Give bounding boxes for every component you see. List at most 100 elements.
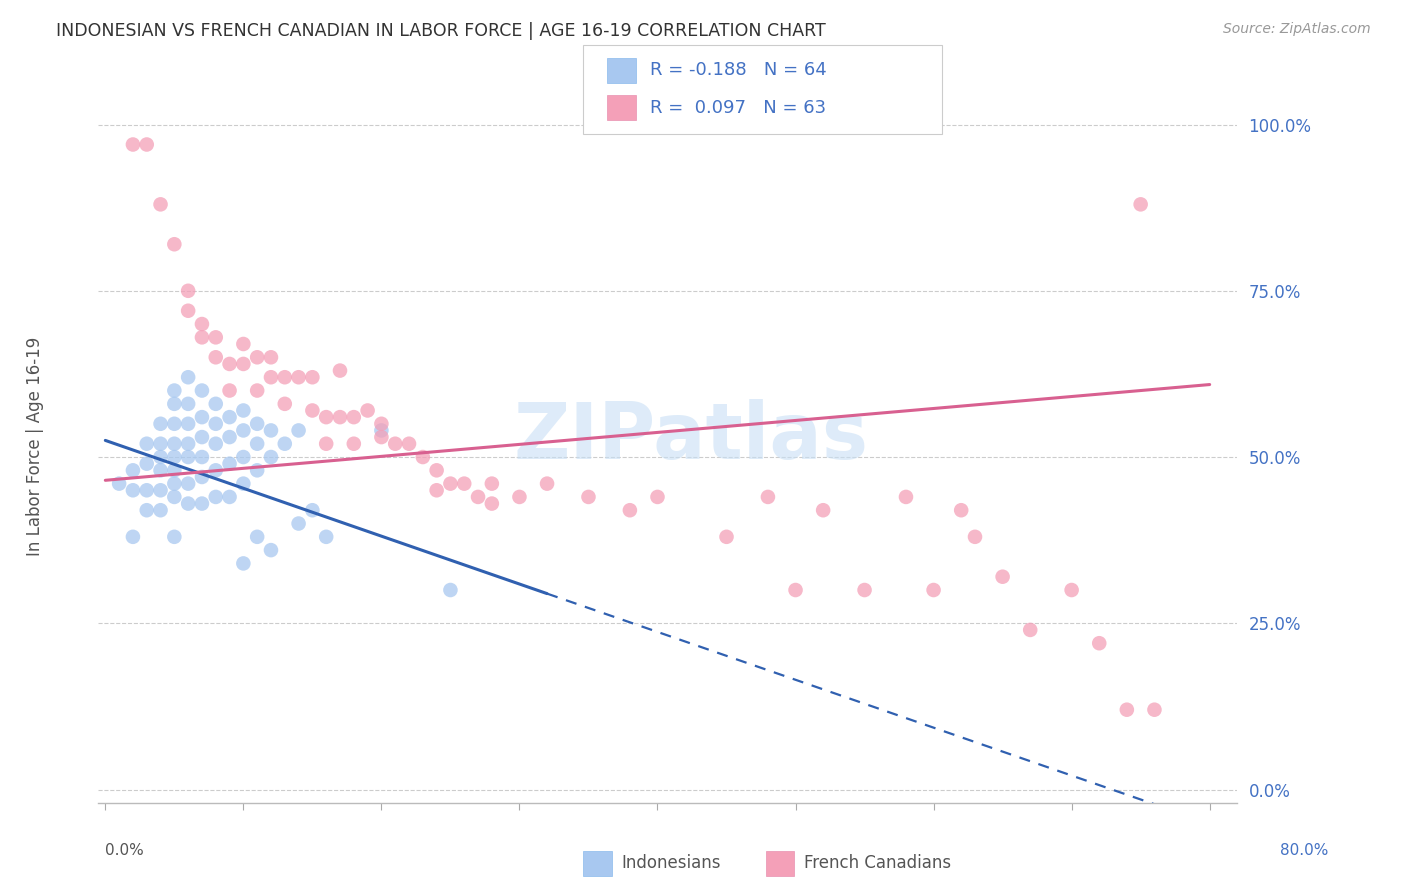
Point <box>260 450 283 464</box>
Point <box>426 463 449 477</box>
Point <box>950 503 973 517</box>
Point <box>619 503 641 517</box>
Point <box>301 403 323 417</box>
Point <box>177 303 200 318</box>
Point <box>356 403 378 417</box>
Point <box>122 137 145 152</box>
Point <box>204 351 226 365</box>
Point <box>177 417 200 431</box>
Point <box>204 490 226 504</box>
Point <box>204 417 226 431</box>
Point <box>177 436 200 450</box>
Point <box>991 570 1014 584</box>
Point <box>1143 703 1166 717</box>
Point <box>232 424 254 438</box>
Point <box>578 490 600 504</box>
Point <box>191 330 214 344</box>
Point <box>398 436 420 450</box>
Point <box>853 582 876 597</box>
Point <box>246 463 269 477</box>
Point <box>329 410 352 425</box>
Point <box>163 397 186 411</box>
Point <box>191 317 214 331</box>
Point <box>922 582 945 597</box>
Point <box>426 483 449 498</box>
Point <box>163 476 186 491</box>
Point <box>163 417 186 431</box>
Point <box>1060 582 1083 597</box>
Point <box>149 417 172 431</box>
Point <box>481 497 503 511</box>
Point <box>163 237 186 252</box>
Point <box>177 370 200 384</box>
Point <box>1129 197 1152 211</box>
Point <box>135 457 157 471</box>
Point <box>177 450 200 464</box>
Text: French Canadians: French Canadians <box>804 855 952 872</box>
Point <box>232 337 254 351</box>
Point <box>260 543 283 558</box>
Point <box>218 384 240 398</box>
Point <box>218 357 240 371</box>
Point <box>218 410 240 425</box>
Point <box>135 436 157 450</box>
Point <box>135 137 157 152</box>
Point <box>370 424 392 438</box>
Point <box>218 430 240 444</box>
Point <box>301 370 323 384</box>
Text: ZIPatlas: ZIPatlas <box>513 399 868 475</box>
Point <box>149 436 172 450</box>
Point <box>756 490 779 504</box>
Point <box>274 397 297 411</box>
Point <box>218 457 240 471</box>
Text: Indonesians: Indonesians <box>621 855 721 872</box>
Point <box>163 436 186 450</box>
Point <box>467 490 489 504</box>
Point <box>439 582 461 597</box>
Point <box>716 530 738 544</box>
Text: R =  0.097   N = 63: R = 0.097 N = 63 <box>650 99 825 117</box>
Point <box>315 436 337 450</box>
Point <box>177 497 200 511</box>
Point <box>163 463 186 477</box>
Point <box>232 450 254 464</box>
Point <box>894 490 917 504</box>
Point <box>232 357 254 371</box>
Point <box>315 530 337 544</box>
Point <box>811 503 834 517</box>
Point <box>1115 703 1137 717</box>
Point <box>508 490 530 504</box>
Point <box>536 476 558 491</box>
Point <box>370 417 392 431</box>
Text: INDONESIAN VS FRENCH CANADIAN IN LABOR FORCE | AGE 16-19 CORRELATION CHART: INDONESIAN VS FRENCH CANADIAN IN LABOR F… <box>56 22 825 40</box>
Point <box>191 410 214 425</box>
Point <box>108 476 131 491</box>
Point <box>177 476 200 491</box>
Point <box>163 490 186 504</box>
Point <box>204 436 226 450</box>
Point <box>149 197 172 211</box>
Text: In Labor Force | Age 16-19: In Labor Force | Age 16-19 <box>27 336 44 556</box>
Point <box>287 516 309 531</box>
Point <box>177 284 200 298</box>
Point <box>191 497 214 511</box>
Point <box>329 363 352 377</box>
Point <box>163 384 186 398</box>
Point <box>149 450 172 464</box>
Point <box>1088 636 1111 650</box>
Point <box>246 530 269 544</box>
Text: 0.0%: 0.0% <box>105 843 145 858</box>
Point <box>122 530 145 544</box>
Point <box>191 470 214 484</box>
Point <box>246 417 269 431</box>
Point <box>232 476 254 491</box>
Point <box>647 490 669 504</box>
Point <box>149 463 172 477</box>
Point <box>260 370 283 384</box>
Point <box>135 503 157 517</box>
Point <box>163 530 186 544</box>
Point <box>177 397 200 411</box>
Point <box>963 530 986 544</box>
Point <box>301 503 323 517</box>
Point <box>122 483 145 498</box>
